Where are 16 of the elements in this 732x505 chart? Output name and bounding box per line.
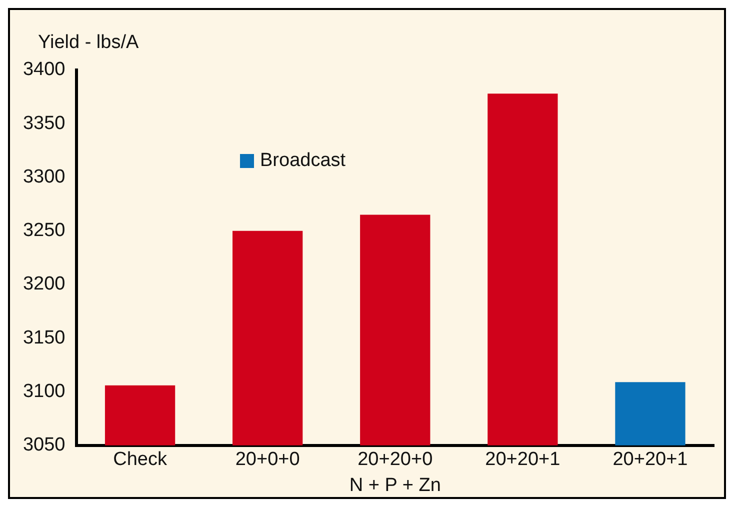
- x-tick-label: 20+20+1: [612, 449, 688, 470]
- legend-label: Broadcast: [260, 150, 346, 172]
- y-tick-label: 3400: [22, 59, 66, 80]
- x-tick-label: 20+20+0: [358, 449, 433, 470]
- x-tick-label: 20+0+0: [235, 449, 300, 470]
- y-tick-label: 3050: [22, 434, 66, 456]
- y-tick-label: 3100: [22, 381, 66, 402]
- y-tick-label: 3200: [22, 274, 66, 295]
- y-tick-label: 3250: [22, 220, 66, 242]
- x-tick-label: Check: [113, 449, 168, 470]
- y-tick-label: 3150: [22, 327, 66, 348]
- x-axis-title: N + P + Zn: [349, 474, 441, 496]
- y-axis-title: Yield - lbs/A: [38, 32, 139, 54]
- x-tick-label: 20+20+1: [485, 449, 560, 470]
- y-tick-label: 3350: [22, 112, 66, 134]
- y-tick-label: 3300: [22, 166, 66, 188]
